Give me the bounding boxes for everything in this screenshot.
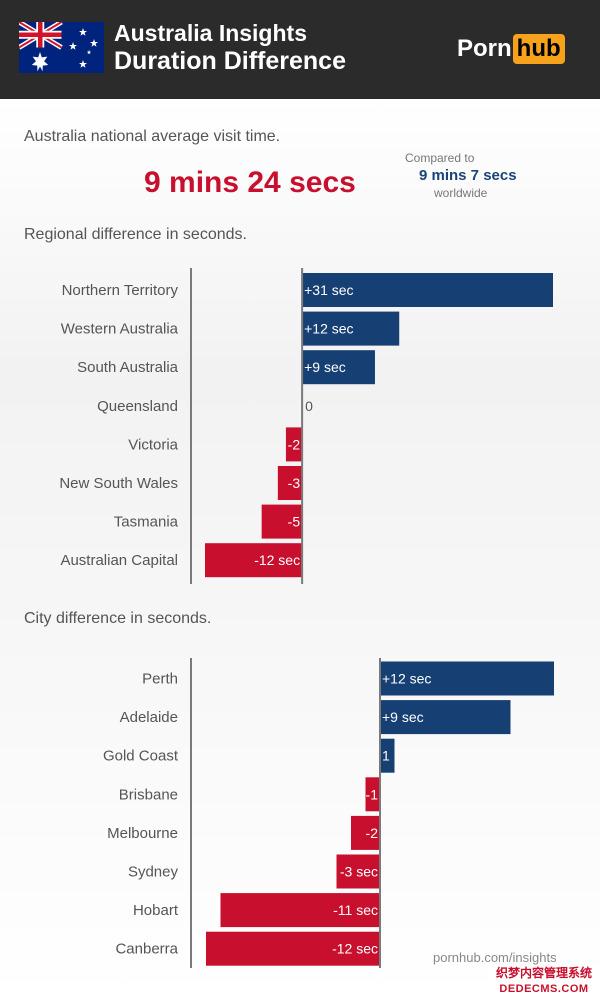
- compare-label: Compared to: [405, 151, 475, 165]
- regional-category-label: Western Australia: [61, 321, 179, 338]
- regional-bar: [205, 543, 303, 578]
- city-bar-chart: Perth +12 sec Adelaide +9 sec Gold Coast 1 Bri…: [0, 652, 600, 970]
- regional-bar: [261, 504, 303, 539]
- worldwide-average-value: 9 mins 7 secs: [419, 167, 517, 184]
- city-category-label: Gold Coast: [103, 748, 179, 765]
- city-section-title: City difference in seconds.: [24, 610, 212, 627]
- city-bar: [220, 893, 380, 928]
- regional-category-label: South Australia: [77, 359, 179, 376]
- regional-chart-svg: Northern Territory +31 sec Western Austral…: [59, 268, 553, 584]
- pornhub-logo[interactable]: Porn hub: [457, 34, 565, 64]
- city-data-label: +12 sec: [382, 671, 431, 687]
- city-data-label: 1: [382, 748, 390, 764]
- regional-category-label: Victoria: [128, 436, 178, 453]
- city-chart-svg: Perth +12 sec Adelaide +9 sec Gold Coast 1 Bri…: [103, 658, 554, 968]
- regional-category-label: Northern Territory: [62, 282, 179, 299]
- regional-data-label: -12 sec: [254, 552, 300, 568]
- city-bar: [351, 815, 380, 850]
- header-bar: Australia Insights Duration Difference P…: [0, 0, 600, 99]
- city-data-label: +9 sec: [382, 709, 424, 725]
- city-category-label: Perth: [142, 671, 178, 688]
- regional-bar: [277, 466, 303, 500]
- regional-section-title: Regional difference in seconds.: [24, 226, 247, 243]
- watermark: 织梦内容管理系统 DEDECMS.COM: [488, 965, 600, 1000]
- city-data-label: -3 sec: [340, 864, 378, 880]
- regional-bar: [285, 427, 303, 462]
- city-bar: [380, 661, 554, 696]
- regional-bar: [302, 273, 553, 307]
- regional-data-label: -5: [288, 514, 301, 530]
- regional-data-label: 0: [305, 398, 313, 414]
- city-bar: [380, 700, 511, 735]
- city-category-label: Adelaide: [120, 709, 178, 726]
- logo-text-part1: Porn: [457, 35, 512, 62]
- regional-bar: [302, 311, 400, 346]
- watermark-line2: DEDECMS.COM: [499, 983, 589, 995]
- regional-data-label: +12 sec: [304, 321, 353, 337]
- australia-flag-icon: [19, 22, 104, 73]
- city-category-label: Sydney: [128, 864, 179, 881]
- regional-data-label: -3: [288, 475, 301, 491]
- header-title-line1: Australia Insights: [114, 20, 307, 46]
- regional-category-label: Australian Capital: [60, 552, 178, 569]
- regional-bar-chart: Northern Territory +31 sec Western Austral…: [0, 262, 600, 592]
- city-category-label: Brisbane: [119, 786, 178, 803]
- city-category-label: Hobart: [133, 902, 179, 919]
- regional-bar: [302, 350, 375, 385]
- city-category-label: Melbourne: [107, 825, 178, 842]
- city-bar: [336, 854, 380, 889]
- header-title-line2: Duration Difference: [114, 47, 346, 75]
- regional-data-label: -2: [288, 436, 301, 452]
- intro-text: Australia national average visit time.: [24, 128, 281, 145]
- source-link[interactable]: pornhub.com/insights: [433, 950, 557, 965]
- city-data-label: -2: [366, 825, 379, 841]
- national-average-value: 9 mins 24 secs: [144, 166, 356, 199]
- city-bar: [206, 931, 380, 966]
- city-data-label: -12 sec: [332, 941, 378, 957]
- regional-category-label: Queensland: [97, 398, 178, 415]
- city-bar: [365, 777, 380, 812]
- city-category-label: Canberra: [115, 941, 178, 958]
- compare-suffix: worldwide: [434, 186, 488, 200]
- city-data-label: -11 sec: [333, 902, 378, 918]
- logo-text-part2: hub: [512, 34, 565, 64]
- regional-category-label: Tasmania: [114, 514, 179, 531]
- city-data-label: -1: [366, 786, 379, 802]
- regional-data-label: +9 sec: [304, 359, 346, 375]
- regional-data-label: +31 sec: [304, 282, 353, 298]
- regional-category-label: New South Wales: [59, 475, 178, 492]
- watermark-line1: 织梦内容管理系统: [495, 966, 592, 980]
- city-bar: [380, 738, 395, 773]
